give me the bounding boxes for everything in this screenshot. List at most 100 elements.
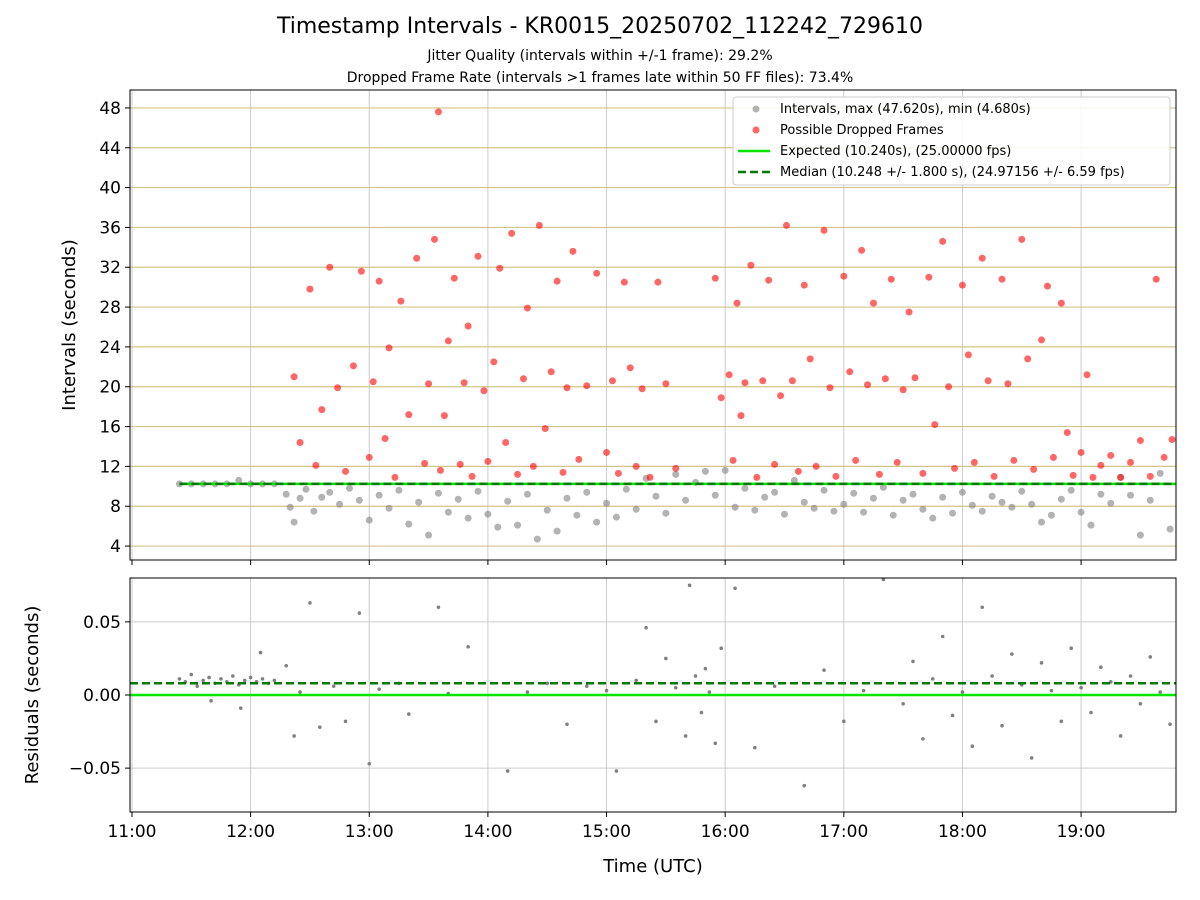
dropped-point-25 xyxy=(450,274,458,282)
interval-point-34 xyxy=(504,497,512,505)
top-y-axis-label: Intervals (seconds) xyxy=(59,239,80,411)
top-y-tick-label-11: 48 xyxy=(99,99,121,119)
interval-point-92 xyxy=(1077,508,1085,516)
dropped-point-60 xyxy=(654,278,662,286)
dropped-point-15 xyxy=(391,473,399,481)
residual-point-72 xyxy=(990,674,994,678)
dropped-point-90 xyxy=(869,299,877,307)
dropped-point-2 xyxy=(306,285,314,293)
interval-point-59 xyxy=(751,506,759,514)
legend-label-expected: Expected (10.240s), (25.00000 fps) xyxy=(780,144,1011,159)
residual-point-9 xyxy=(231,674,235,678)
interval-point-41 xyxy=(573,511,581,519)
chart-subtitle-dropped: Dropped Frame Rate (intervals >1 frames … xyxy=(346,70,854,86)
residual-point-4 xyxy=(201,678,205,683)
interval-point-86 xyxy=(1018,487,1026,495)
dropped-point-92 xyxy=(881,375,889,383)
dropped-point-71 xyxy=(753,473,761,481)
dropped-point-3 xyxy=(312,461,320,469)
interval-point-74 xyxy=(899,496,907,504)
interval-point-54 xyxy=(701,467,709,475)
interval-point-56 xyxy=(721,466,729,474)
residual-point-52 xyxy=(707,690,712,694)
dropped-point-120 xyxy=(1063,429,1071,437)
dropped-point-96 xyxy=(905,308,913,316)
dropped-point-23 xyxy=(440,412,448,420)
top-y-tick-label-8: 36 xyxy=(99,218,121,238)
bottom-reference-lines xyxy=(130,682,1176,697)
legend-label-dropped: Possible Dropped Frames xyxy=(780,123,944,138)
interval-point-57 xyxy=(731,503,739,511)
x-tick-label-6: 17:00 xyxy=(819,822,868,842)
dropped-point-130 xyxy=(1146,472,1154,480)
bottom-y-tick-label-1: 0.00 xyxy=(83,686,121,706)
dropped-point-86 xyxy=(846,368,854,376)
residual-point-57 xyxy=(772,684,777,689)
dropped-point-31 xyxy=(474,252,482,260)
residual-point-3 xyxy=(195,684,200,689)
dropped-point-55 xyxy=(620,278,628,286)
interval-point-45 xyxy=(612,513,620,521)
residual-point-58 xyxy=(802,783,807,788)
interval-point-9 xyxy=(282,490,290,498)
interval-point-12 xyxy=(296,494,304,502)
interval-point-78 xyxy=(939,493,947,501)
interval-point-50 xyxy=(662,509,670,517)
interval-point-29 xyxy=(454,495,462,503)
interval-point-18 xyxy=(345,484,353,492)
interval-point-30 xyxy=(464,514,472,522)
dropped-point-121 xyxy=(1069,471,1077,479)
dropped-point-16 xyxy=(397,297,405,305)
dropped-point-10 xyxy=(365,453,373,461)
interval-point-60 xyxy=(761,493,769,501)
dropped-point-1 xyxy=(296,439,304,446)
bottom-y-axis-label: Residuals (seconds) xyxy=(22,606,43,785)
residual-point-70 xyxy=(970,744,975,748)
interval-point-14 xyxy=(310,507,318,515)
dropped-point-40 xyxy=(523,304,531,312)
dropped-point-43 xyxy=(541,425,549,433)
interval-point-99 xyxy=(1146,496,1154,504)
dropped-point-8 xyxy=(349,362,357,370)
interval-point-37 xyxy=(533,535,541,543)
interval-point-95 xyxy=(1107,499,1115,507)
top-y-tick-label-9: 40 xyxy=(99,179,121,199)
residual-point-79 xyxy=(1059,719,1064,724)
interval-point-83 xyxy=(988,492,996,500)
residual-point-49 xyxy=(693,674,698,678)
dropped-point-42 xyxy=(535,221,543,229)
dropped-point-48 xyxy=(569,247,577,255)
dropped-point-78 xyxy=(794,467,802,475)
dropped-point-66 xyxy=(729,456,737,464)
interval-point-24 xyxy=(405,520,413,528)
interval-point-87 xyxy=(1028,500,1036,508)
dropped-point-20 xyxy=(425,380,433,388)
interval-point-16 xyxy=(326,488,334,496)
dropped-point-28 xyxy=(464,322,472,330)
dropped-point-53 xyxy=(608,377,616,385)
interval-point-26 xyxy=(425,531,433,539)
residual-point-82 xyxy=(1089,710,1093,715)
residual-point-5 xyxy=(207,675,211,680)
dropped-point-56 xyxy=(626,364,634,372)
dropped-point-41 xyxy=(529,462,537,470)
interval-point-98 xyxy=(1136,531,1144,539)
top-y-tick-label-4: 20 xyxy=(99,378,121,398)
dropped-point-6 xyxy=(334,384,342,392)
dropped-point-101 xyxy=(939,237,947,245)
interval-point-67 xyxy=(830,507,838,515)
x-axis-label: Time (UTC) xyxy=(602,856,703,877)
dropped-point-64 xyxy=(717,394,725,402)
dropped-point-103 xyxy=(951,464,959,472)
dropped-point-0 xyxy=(290,373,298,381)
dropped-point-126 xyxy=(1107,451,1115,459)
residual-point-41 xyxy=(614,769,619,773)
top-y-tick-label-6: 28 xyxy=(99,298,121,318)
top-y-tick-label-10: 44 xyxy=(99,139,121,159)
interval-point-52 xyxy=(682,496,690,504)
dropped-point-98 xyxy=(919,469,927,477)
dropped-point-74 xyxy=(771,460,779,468)
interval-point-77 xyxy=(929,514,937,522)
